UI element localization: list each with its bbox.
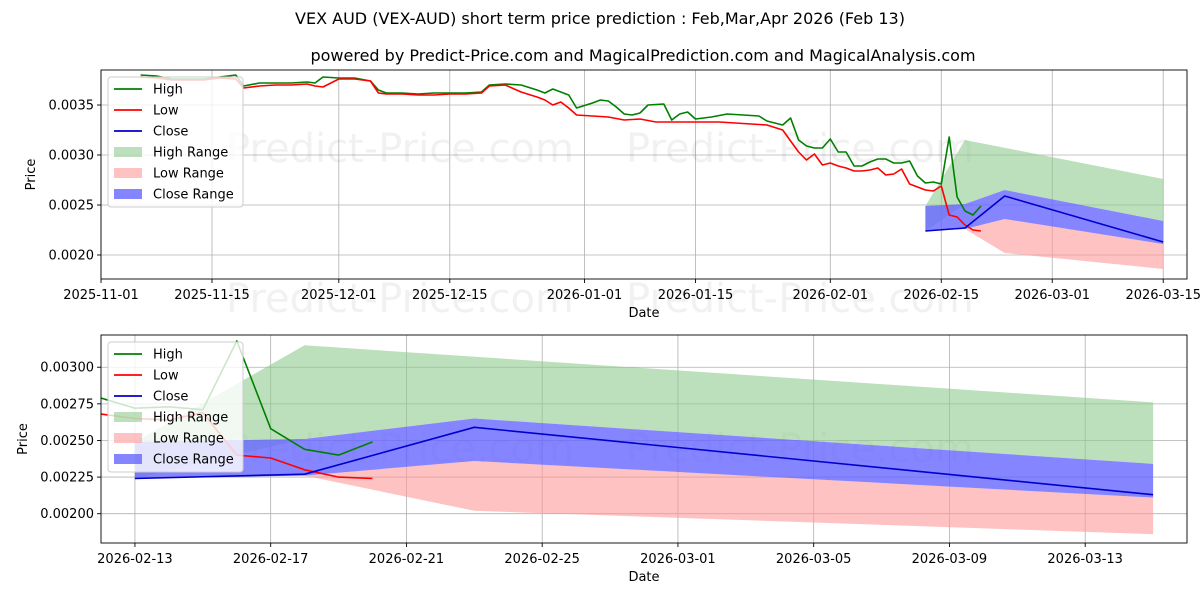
high-range-band	[925, 140, 1164, 231]
legend-label-close-range: Close Range	[153, 453, 234, 468]
legend-label-low: Low	[153, 369, 179, 384]
bottom-y-tick-label: 0.00250	[40, 434, 94, 449]
close-range-band	[134, 418, 1154, 498]
bottom-y-tick-label: 0.00300	[40, 361, 94, 376]
legend-label-low-range: Low Range	[153, 432, 224, 447]
low-line	[140, 76, 982, 232]
top-y-axis-label: Price	[24, 159, 39, 191]
bottom-y-tick-label: 0.00225	[40, 471, 94, 486]
bottom-x-tick-label: 2026-03-05	[776, 552, 852, 567]
legend-swatch-high-range	[114, 147, 142, 157]
legend-label-high-range: High Range	[153, 146, 228, 161]
watermark-text: Predict-Price.com	[626, 276, 974, 322]
bottom-x-tick-label: 2026-02-25	[504, 552, 580, 567]
bottom-panel: Predict-Price.comPredict-Price.com2026-0…	[16, 334, 1188, 585]
bottom-x-axis-label: Date	[628, 570, 659, 585]
watermark-text: Predict-Price.com	[226, 276, 574, 322]
legend-label-close: Close	[153, 390, 188, 405]
bottom-x-tick-label: 2026-03-01	[640, 552, 716, 567]
top-x-axis-label: Date	[628, 306, 659, 321]
top-x-tick-label: 2026-03-01	[1014, 288, 1090, 303]
top-panel: Predict-Price.com Predict-Price.com Predic…	[24, 69, 1200, 322]
high-line	[140, 74, 982, 216]
legend-swatch-high-range	[114, 412, 142, 422]
chart-title: VEX AUD (VEX-AUD) short term price predi…	[295, 9, 905, 28]
legend-label-high: High	[153, 83, 183, 98]
top-y-tick-label: 0.0025	[49, 199, 95, 214]
bottom-x-tick-label: 2026-02-13	[97, 552, 173, 567]
high-range-band	[134, 345, 1154, 479]
top-legend: High Low Close High Range Low Range Close Ran…	[107, 76, 244, 208]
top-x-tick-label: 2026-01-15	[658, 288, 734, 303]
top-y-tick-label: 0.0030	[49, 149, 95, 164]
legend-label-low-range: Low Range	[153, 167, 224, 182]
legend-label-high: High	[153, 348, 183, 363]
legend-label-close-range: Close Range	[153, 188, 234, 203]
legend-label-close: Close	[153, 125, 188, 140]
top-x-tick-label: 2025-12-01	[301, 288, 377, 303]
close-range-band	[925, 190, 1164, 244]
low-range-band	[134, 455, 1154, 535]
bottom-x-tick-label: 2026-02-21	[369, 552, 445, 567]
legend-swatch-low-range	[114, 433, 142, 443]
chart-subtitle: powered by Predict-Price.com and Magical…	[310, 46, 976, 65]
top-x-tick-label: 2025-11-15	[174, 288, 250, 303]
legend-swatch-close-range	[114, 454, 142, 464]
top-x-tick-label: 2026-03-15	[1125, 288, 1200, 303]
top-x-tick-label: 2025-11-01	[63, 288, 139, 303]
close-line	[134, 426, 1154, 496]
legend-label-high-range: High Range	[153, 411, 228, 426]
top-x-tick-label: 2026-01-01	[547, 288, 623, 303]
bottom-frame	[100, 334, 1188, 544]
low-range-band	[925, 215, 1164, 269]
top-frame	[100, 69, 1188, 280]
legend-swatch-close-range	[114, 189, 142, 199]
bottom-x-tick-label: 2026-03-09	[912, 552, 988, 567]
bottom-y-axis-label: Price	[16, 423, 31, 455]
top-y-tick-label: 0.0035	[49, 99, 95, 114]
bottom-y-tick-label: 0.00200	[40, 507, 94, 522]
bottom-x-tick-label: 2026-03-13	[1047, 552, 1123, 567]
legend-label-low: Low	[153, 104, 179, 119]
close-line	[925, 195, 1164, 243]
bottom-legend: High Low Close High Range Low Range Close Ran…	[107, 341, 244, 473]
top-plot-area	[140, 74, 1164, 269]
top-x-tick-label: 2026-02-15	[903, 288, 979, 303]
top-y-tick-label: 0.0020	[49, 249, 95, 264]
legend-swatch-low-range	[114, 168, 142, 178]
top-x-tick-label: 2026-02-01	[793, 288, 869, 303]
watermark-text: Predict-Price.com	[626, 126, 974, 172]
bottom-plot-area	[101, 340, 1154, 535]
bottom-x-tick-label: 2026-02-17	[233, 552, 309, 567]
top-x-tick-label: 2025-12-15	[412, 288, 488, 303]
watermark-text: Predict-Price.com	[226, 126, 574, 172]
bottom-y-tick-label: 0.00275	[40, 397, 94, 412]
